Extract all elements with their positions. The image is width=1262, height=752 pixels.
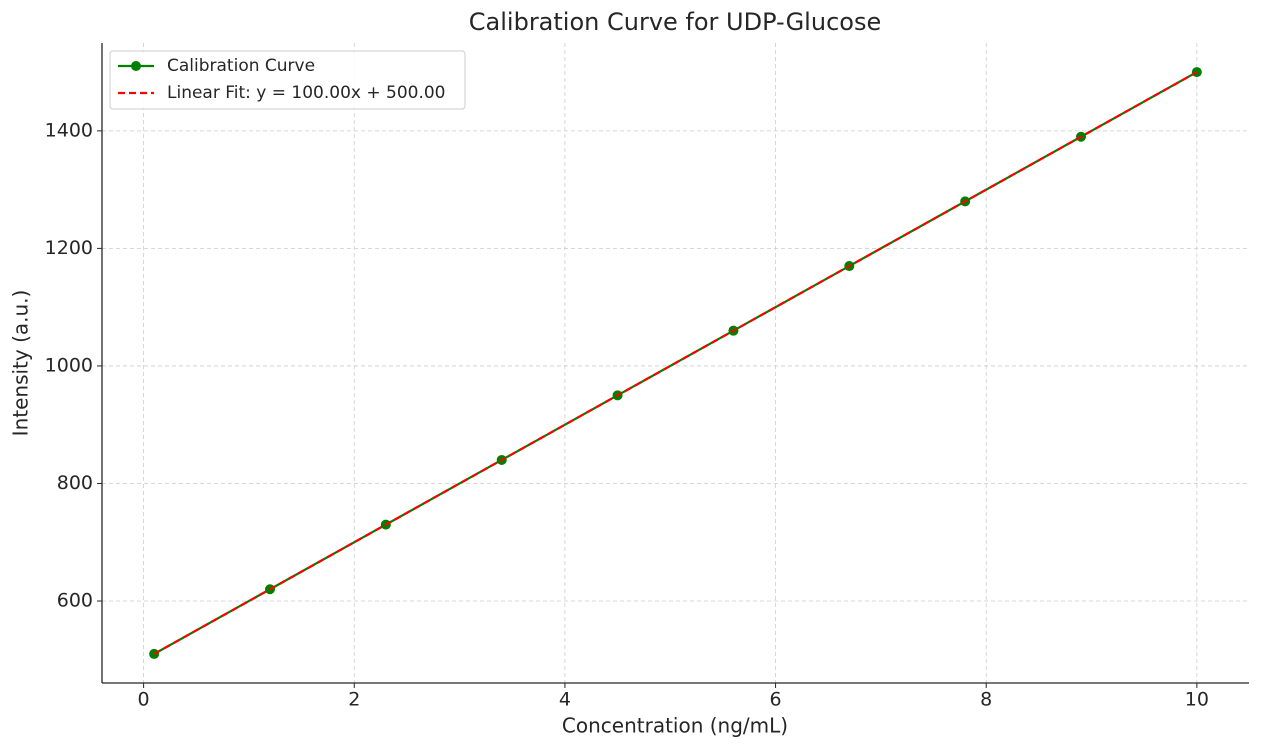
x-tick-label: 4 bbox=[559, 689, 571, 711]
y-tick-label: 1000 bbox=[45, 354, 93, 376]
x-tick-label: 6 bbox=[770, 689, 782, 711]
legend: Calibration Curve Linear Fit: y = 100.00x… bbox=[109, 50, 466, 110]
y-tick-label: 800 bbox=[57, 472, 93, 494]
x-tick-label: 10 bbox=[1185, 689, 1209, 711]
y-tick-label: 1400 bbox=[45, 119, 93, 141]
x-tick-label: 2 bbox=[348, 689, 360, 711]
legend-label: Linear Fit: y = 100.00x + 500.00 bbox=[167, 83, 446, 103]
chart-title: Calibration Curve for UDP-Glucose bbox=[469, 8, 881, 36]
x-tick-label: 0 bbox=[138, 689, 150, 711]
legend-box bbox=[109, 50, 466, 110]
series-line bbox=[153, 71, 1198, 655]
x-axis-label: Concentration (ng/mL) bbox=[562, 714, 788, 738]
y-axis-label: Intensity (a.u.) bbox=[9, 290, 33, 437]
x-tick-label: 8 bbox=[980, 689, 992, 711]
legend-marker bbox=[131, 61, 141, 71]
y-tick-label: 600 bbox=[57, 590, 93, 612]
y-tick-label: 1200 bbox=[45, 237, 93, 259]
legend-label: Calibration Curve bbox=[167, 56, 315, 76]
